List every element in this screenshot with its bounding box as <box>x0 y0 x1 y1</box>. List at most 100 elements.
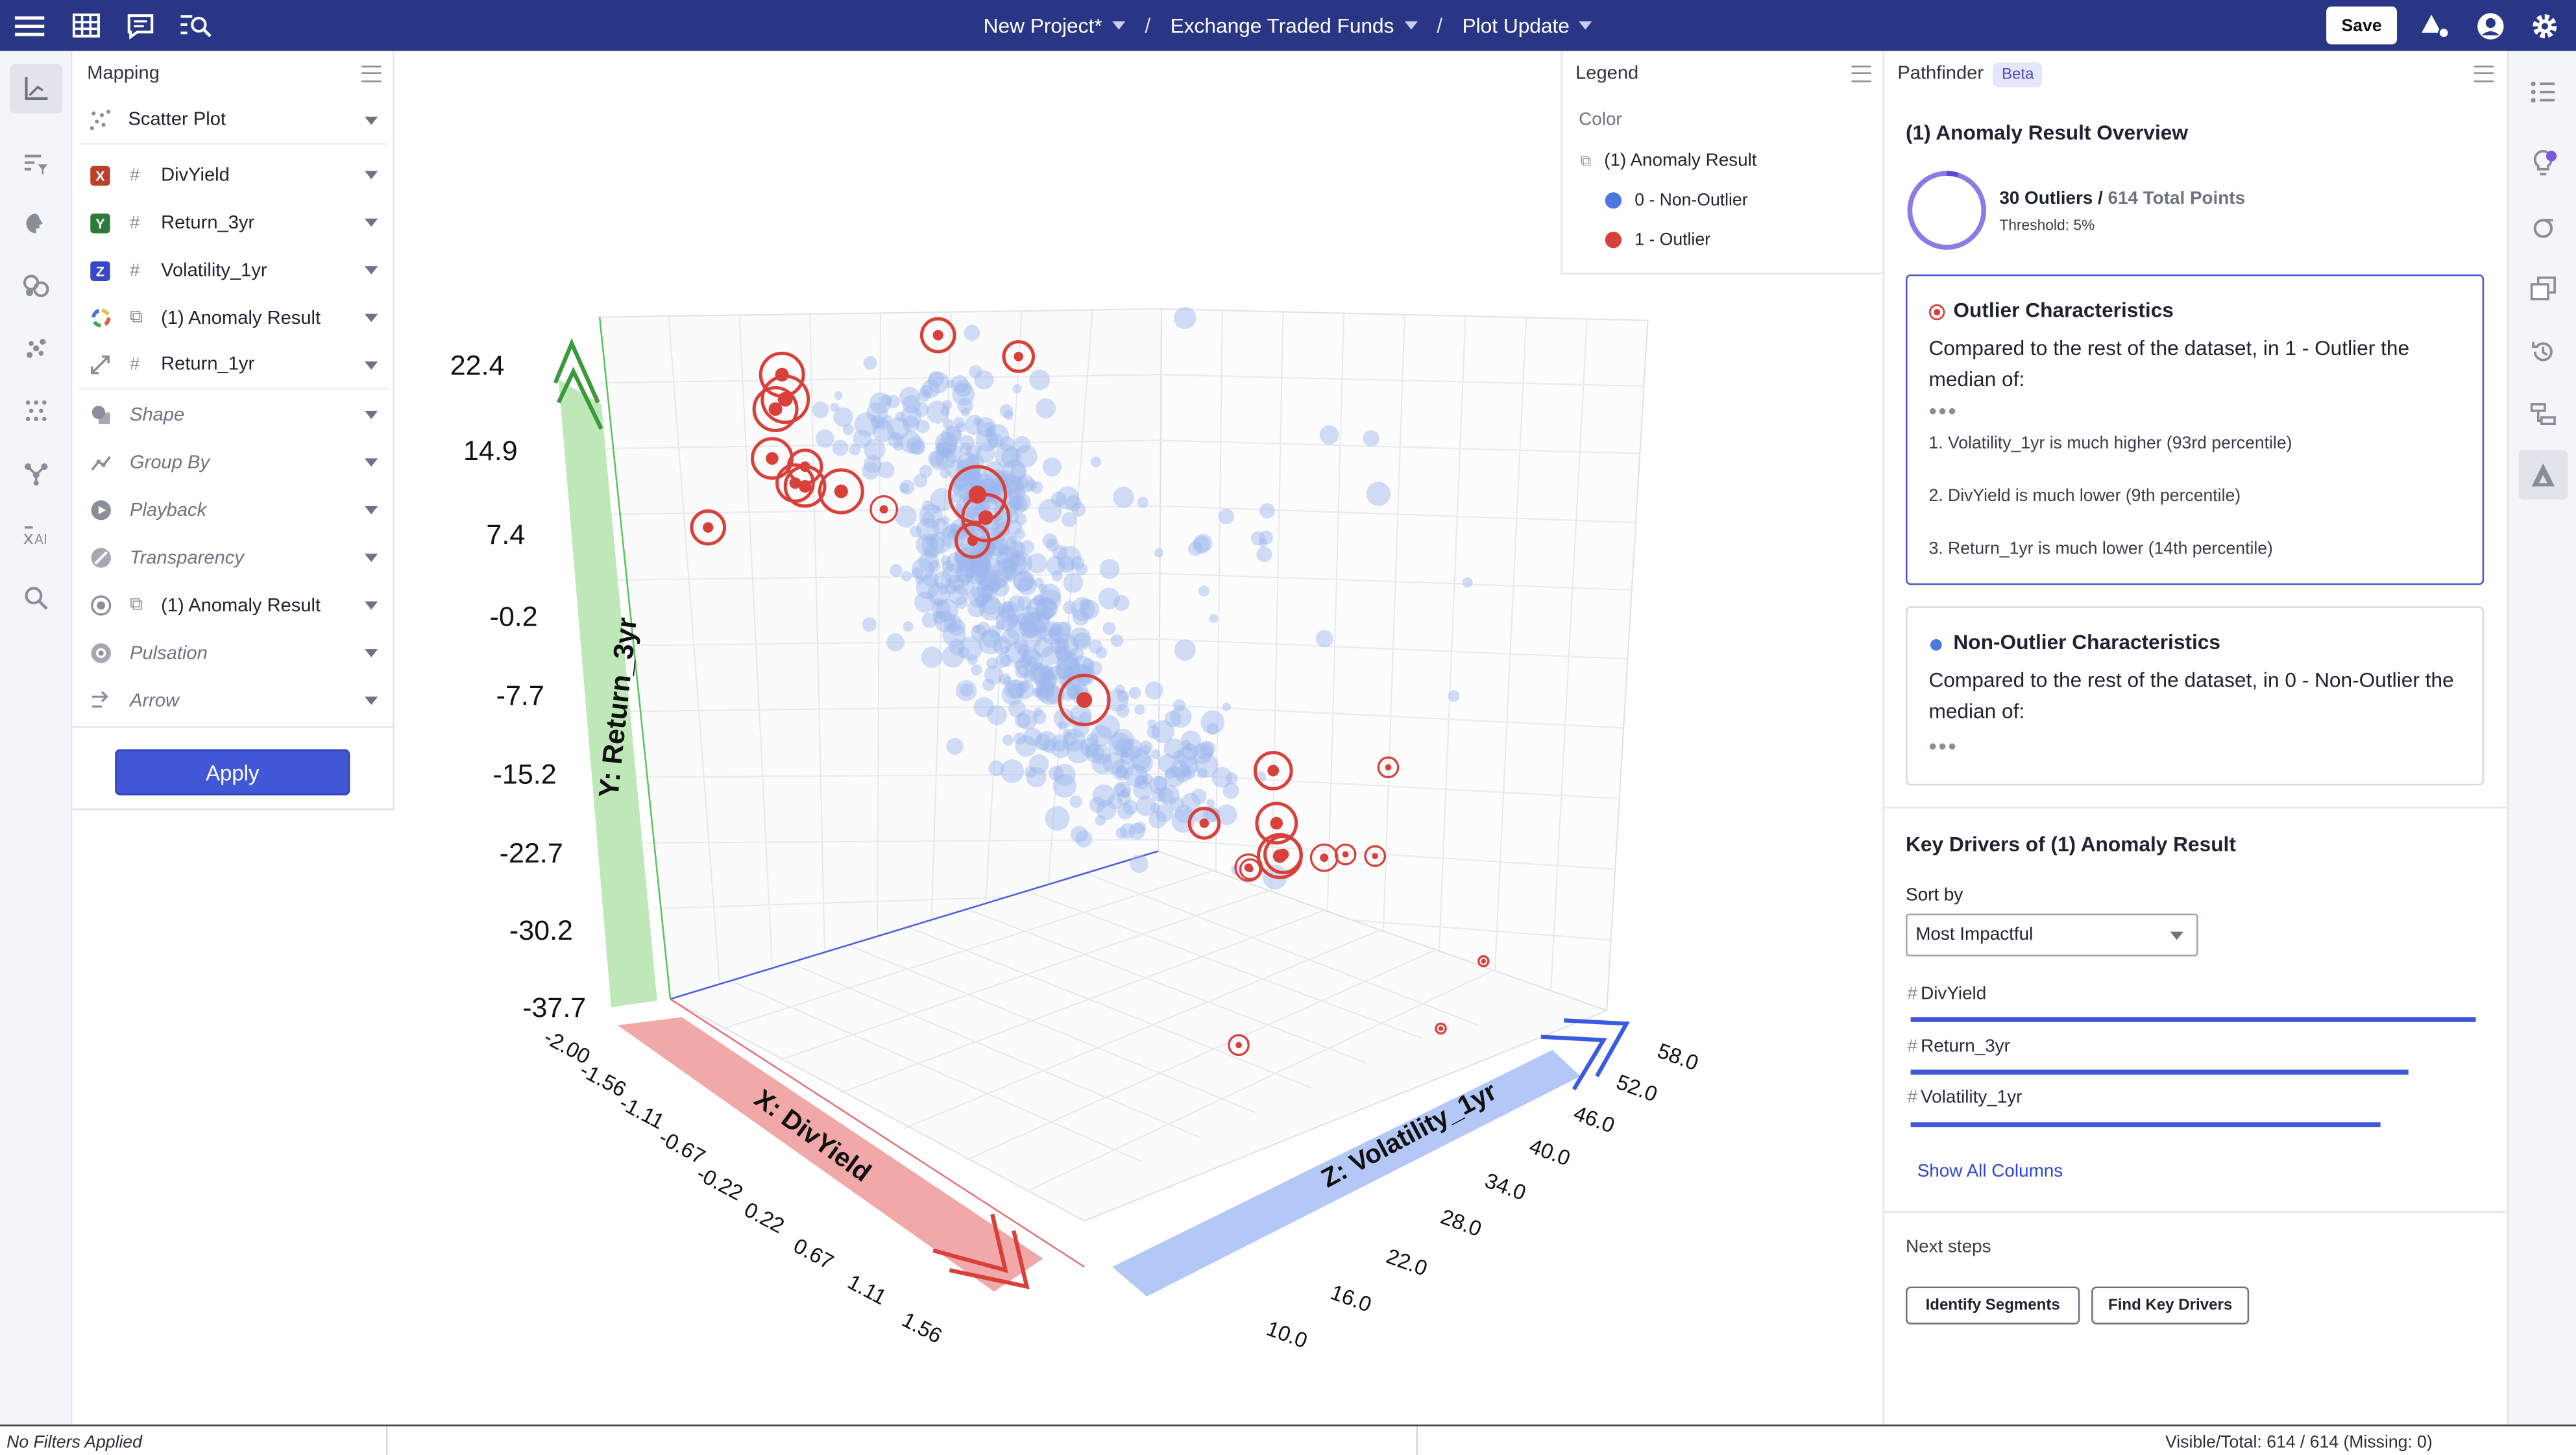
menu-icon[interactable] <box>13 10 46 41</box>
data-point[interactable] <box>982 678 995 691</box>
data-point[interactable] <box>998 543 1010 556</box>
data-point[interactable] <box>1064 657 1078 670</box>
data-point[interactable] <box>1079 599 1100 620</box>
data-point[interactable] <box>1017 606 1041 630</box>
data-point[interactable] <box>901 570 912 582</box>
data-point[interactable] <box>915 576 925 585</box>
data-point[interactable] <box>967 599 986 618</box>
data-point[interactable] <box>812 401 829 419</box>
driver-row[interactable]: # Volatility_1yr <box>1908 1088 2023 1107</box>
data-point[interactable] <box>1075 563 1088 576</box>
data-point[interactable] <box>1055 655 1080 680</box>
data-point[interactable] <box>1012 493 1031 512</box>
pathfinder-menu-icon[interactable] <box>2474 66 2494 82</box>
data-point[interactable] <box>1057 652 1080 675</box>
data-point[interactable] <box>1092 784 1115 807</box>
data-point[interactable] <box>1195 753 1219 777</box>
data-point[interactable] <box>903 415 919 433</box>
data-point[interactable] <box>965 563 986 585</box>
data-point[interactable] <box>978 556 991 570</box>
data-point[interactable] <box>1056 638 1069 651</box>
data-point[interactable] <box>1020 540 1035 554</box>
data-point[interactable] <box>1078 711 1091 724</box>
data-point[interactable] <box>892 434 901 442</box>
data-point[interactable] <box>1315 630 1333 648</box>
legend-group[interactable]: ⧉ (1) Anomaly Result <box>1581 151 1757 171</box>
data-point[interactable] <box>1065 495 1082 511</box>
data-point[interactable] <box>1009 551 1033 575</box>
data-point[interactable] <box>930 487 954 511</box>
data-point[interactable] <box>940 468 950 479</box>
mapping-menu-icon[interactable] <box>361 66 382 82</box>
data-point[interactable] <box>884 415 892 423</box>
data-point[interactable] <box>866 402 888 424</box>
mapping-size[interactable]: # Return_1yr <box>79 342 388 390</box>
data-point[interactable] <box>914 591 936 613</box>
data-point[interactable] <box>1113 486 1135 508</box>
mapping-playback[interactable]: Playback <box>79 486 388 533</box>
data-point[interactable] <box>978 568 998 588</box>
more-ellipsis-icon[interactable]: ••• <box>1928 733 1958 759</box>
data-point[interactable] <box>849 444 861 456</box>
data-point[interactable] <box>830 402 840 413</box>
data-point[interactable] <box>1037 610 1051 624</box>
rail-network-icon[interactable] <box>10 448 62 498</box>
data-point[interactable] <box>1259 538 1268 547</box>
data-point[interactable] <box>1091 753 1113 775</box>
data-point[interactable] <box>934 443 947 455</box>
data-point[interactable] <box>1010 496 1025 511</box>
data-point[interactable] <box>1003 410 1014 421</box>
data-point[interactable] <box>1025 479 1038 491</box>
data-point[interactable] <box>1151 720 1175 744</box>
data-point[interactable] <box>1090 456 1102 467</box>
data-point[interactable] <box>1174 639 1196 661</box>
data-point[interactable] <box>1174 306 1197 330</box>
data-point[interactable] <box>974 370 994 390</box>
data-point[interactable] <box>923 571 939 587</box>
data-point[interactable] <box>1015 680 1035 700</box>
data-point[interactable] <box>1008 595 1025 612</box>
data-point[interactable] <box>967 471 984 487</box>
data-point[interactable] <box>1110 634 1124 648</box>
filters-status[interactable]: No Filters Applied <box>6 1432 142 1453</box>
data-point[interactable] <box>945 583 957 595</box>
data-point[interactable] <box>971 624 987 641</box>
data-point[interactable] <box>853 429 872 448</box>
data-point[interactable] <box>1048 621 1071 644</box>
data-point[interactable] <box>997 551 1010 564</box>
data-point[interactable] <box>1053 707 1075 729</box>
identify-segments-button[interactable]: Identify Segments <box>1906 1286 2080 1325</box>
settings-gear-icon[interactable] <box>2529 10 2562 41</box>
mapping-arrow[interactable]: Arrow <box>79 677 388 724</box>
data-point[interactable] <box>863 356 877 370</box>
data-point[interactable] <box>1216 804 1237 825</box>
data-point[interactable] <box>1170 705 1192 728</box>
data-point[interactable] <box>1191 789 1207 805</box>
data-point[interactable] <box>1034 668 1057 691</box>
outlier-point[interactable] <box>703 522 714 533</box>
data-point[interactable] <box>938 584 949 595</box>
data-point[interactable] <box>1036 731 1058 752</box>
data-point[interactable] <box>1032 665 1054 686</box>
mapping-color[interactable]: ⧉ (1) Anomaly Result <box>79 294 388 341</box>
data-point[interactable] <box>931 505 940 514</box>
data-point[interactable] <box>1051 740 1070 759</box>
outlier-point[interactable] <box>1076 692 1093 708</box>
data-point[interactable] <box>854 412 879 437</box>
data-point[interactable] <box>1148 811 1167 829</box>
data-point[interactable] <box>987 578 1002 593</box>
data-point[interactable] <box>1063 732 1078 746</box>
rail-sigma-icon[interactable] <box>2518 202 2568 251</box>
rail-pathfinder-icon[interactable] <box>2518 450 2568 500</box>
apply-button[interactable]: Apply <box>115 749 350 796</box>
data-point[interactable] <box>1014 661 1023 670</box>
outlier-point[interactable] <box>766 452 779 465</box>
data-point[interactable] <box>1005 613 1019 628</box>
data-point[interactable] <box>1030 481 1043 494</box>
data-point[interactable] <box>1147 719 1157 729</box>
data-point[interactable] <box>955 563 975 583</box>
outlier-point[interactable] <box>1267 764 1280 777</box>
data-point[interactable] <box>1002 734 1014 746</box>
data-point[interactable] <box>1052 774 1076 798</box>
data-point[interactable] <box>1057 621 1072 636</box>
